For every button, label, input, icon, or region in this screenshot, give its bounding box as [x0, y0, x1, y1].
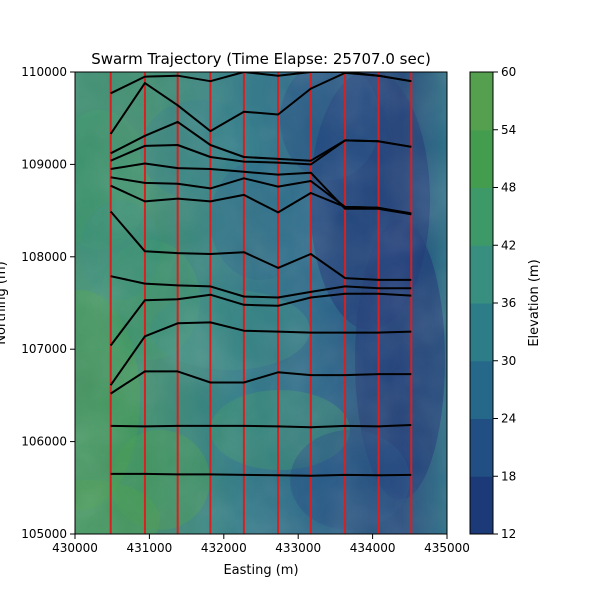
colorbar-band — [470, 245, 493, 304]
x-tick-label: 435000 — [424, 541, 470, 555]
colorbar-tick-label: 30 — [501, 354, 516, 368]
trajectory-line — [110, 424, 412, 429]
colorbar-tick-label: 42 — [501, 238, 516, 252]
trajectory-line — [110, 275, 412, 299]
elevation-field — [75, 72, 447, 534]
trajectory-line — [109, 292, 412, 347]
trajectory-line — [110, 120, 412, 162]
y-tick-label: 110000 — [21, 65, 67, 79]
trajectory-line — [109, 321, 412, 386]
colorbar-band — [470, 187, 493, 246]
x-tick-label: 431000 — [126, 541, 172, 555]
y-axis-label: Northing (m) — [0, 261, 9, 344]
trajectory-line — [110, 162, 412, 216]
x-tick-label: 434000 — [350, 541, 396, 555]
x-axis: 430000 431000 432000 433000 434000 435000 — [52, 534, 470, 555]
colorbar-band — [470, 303, 493, 362]
trajectory-line — [110, 176, 412, 216]
colorbar-tick-label: 24 — [501, 412, 516, 426]
trajectory-line — [110, 72, 412, 95]
vertical-line-group — [109, 72, 413, 534]
x-tick-label: 433000 — [275, 541, 321, 555]
trajectory-group — [109, 72, 412, 477]
y-tick-label: 108000 — [21, 250, 67, 264]
x-axis-label: Easting (m) — [223, 563, 298, 578]
y-tick-label: 109000 — [21, 157, 67, 171]
colorbar-band — [470, 360, 493, 419]
trajectory-line — [109, 210, 412, 281]
colorbar-tick-label: 12 — [501, 527, 516, 541]
y-tick-label: 105000 — [21, 527, 67, 541]
elevation-texture — [75, 72, 447, 534]
y-tick-label: 106000 — [21, 435, 67, 449]
colorbar-tick-label: 36 — [501, 296, 516, 310]
colorbar-tick-label: 18 — [501, 469, 516, 483]
trajectory-line — [110, 370, 412, 395]
colorbar-tick-label: 60 — [501, 65, 516, 79]
chart-title: Swarm Trajectory (Time Elapse: 25707.0 s… — [91, 50, 431, 68]
colorbar-tick-label: 54 — [501, 123, 516, 137]
colorbar-band — [470, 418, 493, 477]
trajectory-line — [110, 472, 412, 477]
x-tick-label: 430000 — [52, 541, 98, 555]
colorbar: 12 18 24 30 36 42 48 54 60 — [469, 65, 516, 541]
y-tick-label: 107000 — [21, 342, 67, 356]
plot-frame — [74, 71, 448, 535]
colorbar-band — [470, 72, 493, 131]
colorbar-band — [470, 476, 493, 535]
x-tick-label: 432000 — [201, 541, 247, 555]
y-axis: 105000 106000 107000 108000 109000 110000 — [21, 65, 75, 541]
colorbar-band — [470, 129, 493, 188]
colorbar-tick-label: 48 — [501, 181, 516, 195]
colorbar-label: Elevation (m) — [527, 259, 542, 346]
